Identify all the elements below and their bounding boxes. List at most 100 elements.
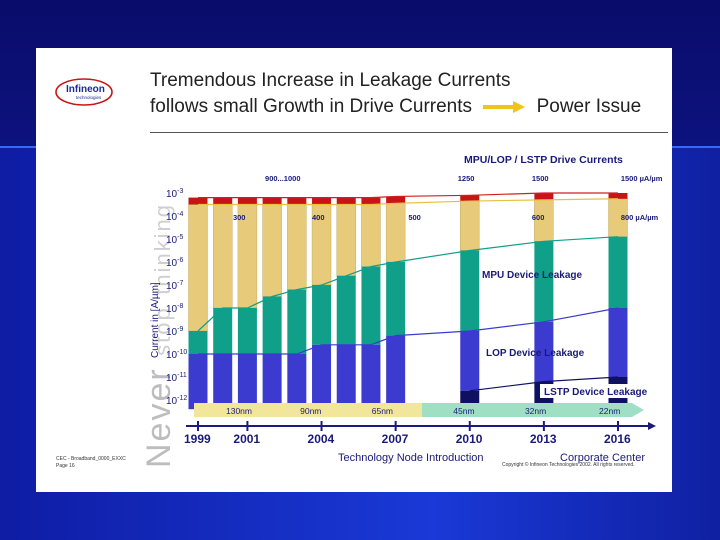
mpu-leakage-bar: [188, 331, 208, 354]
y-tick-label: 10-11: [166, 372, 187, 384]
x-axis-arrow: [648, 422, 656, 430]
mpu-leakage-bar: [237, 308, 257, 354]
x-tick-label: 2001: [233, 432, 260, 446]
mpu-drive-bar: [262, 204, 282, 297]
lop-leakage-label: LOP Device Leakage: [486, 348, 585, 359]
footer-left-line2: Page 16: [56, 463, 75, 469]
chart-title: MPU/LOP / LSTP Drive Currents: [464, 154, 623, 166]
node-label: 130nm: [226, 406, 252, 416]
lop-leakage-bar: [287, 354, 307, 410]
lstp-trend-line: [469, 376, 619, 392]
title-line2-a: follows small Growth in Drive Currents: [150, 96, 473, 117]
mpu-leakage-bar: [361, 266, 381, 345]
node-label: 65nm: [372, 406, 393, 416]
x-tick-label: 2016: [604, 432, 631, 446]
infineon-logo: Infineon technologies: [55, 78, 113, 106]
node-label: 32nm: [525, 406, 546, 416]
drive-current-bar: [262, 197, 282, 205]
mpu-leakage-bar: [386, 262, 406, 336]
drive-annotation: 500: [408, 213, 421, 222]
slide-title: Tremendous Increase in Leakage Currents …: [150, 68, 641, 120]
node-band-yellow: [194, 403, 422, 417]
mpu-leakage-bar: [213, 308, 233, 354]
drive-current-bar: [386, 196, 406, 204]
drive-current-bar: [534, 193, 554, 200]
footer-copyright: Copyright © Infineon Technologies 2002. …: [502, 462, 635, 468]
drive-current-bar: [213, 197, 233, 205]
lop-leakage-bar: [188, 354, 208, 410]
drive-current-bar: [237, 197, 257, 205]
drive-trend-line: [198, 192, 618, 199]
logo-brand: Infineon: [66, 84, 105, 95]
mpu-leakage-bar: [336, 275, 356, 345]
drive-current-bar: [312, 197, 332, 205]
node-label: 90nm: [300, 406, 321, 416]
mpu-leakage-bar: [534, 241, 554, 322]
y-tick-label: 10-8: [166, 303, 183, 315]
drive-current-bar: [188, 197, 208, 205]
lop-leakage-bar: [386, 335, 406, 410]
title-line1: Tremendous Increase in Leakage Currents: [150, 70, 511, 91]
lop-leakage-bar: [312, 344, 332, 410]
x-tick-label: 2013: [530, 432, 557, 446]
y-tick-label: 10-10: [166, 349, 187, 361]
mpu-leakage-label: MPU Device Leakage: [482, 270, 582, 281]
lop-leakage-bar: [336, 344, 356, 410]
y-tick-label: 10-7: [166, 280, 183, 292]
logo-sub: technologies: [76, 95, 102, 100]
x-tick-label: 2004: [308, 432, 335, 446]
mpu-trend-line: [197, 236, 619, 332]
footer-left-line1: CEC - Broadband_0000_EXXC: [56, 456, 126, 462]
mpu-drive-bar: [361, 204, 381, 267]
yellow-arrow-icon: [483, 100, 526, 113]
lop-leakage-bar: [213, 354, 233, 410]
mpu-leakage-bar: [287, 289, 307, 354]
mpu-drive-bar: [385, 203, 406, 263]
node-band-green: [422, 403, 632, 417]
y-tick-label: 10-12: [166, 395, 187, 407]
drive-current-bar: [608, 193, 628, 199]
node-label: 45nm: [453, 406, 474, 416]
lop-leakage-bar: [460, 331, 480, 391]
drive-annotation: 300: [233, 213, 246, 222]
mpu-drive-bar: [287, 204, 307, 290]
mpu-leakage-bar: [608, 236, 628, 308]
drive-current-bar: [336, 197, 356, 205]
mpu-leakage-bar: [262, 296, 282, 354]
lstp-leakage-label: LSTP Device Leakage: [544, 387, 648, 398]
drive-current-bar: [287, 197, 307, 205]
mpu-leakage-bar: [312, 285, 332, 345]
node-label: 22nm: [599, 406, 620, 416]
lstp-drive-trend-line: [198, 198, 619, 206]
lstp-label-bg: [540, 384, 658, 398]
drive-annotation: 400: [312, 213, 325, 222]
drive-annotation: 1500: [532, 174, 549, 183]
mpu-drive-bar: [336, 204, 356, 277]
drive-annotation: 900...1000: [265, 174, 300, 183]
y-tick-label: 10-9: [166, 326, 183, 338]
lop-trend-line: [198, 307, 619, 355]
y-tick-label: 10-5: [166, 234, 183, 246]
x-axis-label: Technology Node Introduction: [338, 452, 484, 464]
title-line2: follows small Growth in Drive Currents P…: [150, 94, 641, 120]
title-rule: [150, 132, 668, 133]
footer-left: CEC - Broadband_0000_EXXC Page 16: [56, 456, 126, 470]
lop-leakage-bar: [262, 354, 282, 410]
y-tick-label: 10-6: [166, 257, 183, 269]
mpu-drive-bar: [213, 204, 233, 309]
corporate-center-label: Corporate Center: [560, 452, 645, 464]
x-tick-label: 2007: [382, 432, 409, 446]
drive-annotation: 1250: [458, 174, 475, 183]
y-tick-label: 10-3: [166, 188, 183, 200]
lop-leakage-bar: [361, 344, 381, 410]
mpu-drive-bar: [188, 204, 208, 332]
mpu-leakage-bar: [460, 250, 480, 331]
x-tick-label: 2010: [456, 432, 483, 446]
drive-current-bar: [361, 197, 381, 205]
mpu-drive-bar: [460, 200, 480, 251]
y-axis-label: Current in [A/µm]: [150, 282, 161, 358]
drive-annotation: 600: [532, 213, 545, 222]
node-band-arrow: [632, 403, 644, 417]
lop-leakage-bar: [534, 321, 554, 382]
drive-annotation: 800 µA/µm: [621, 213, 659, 222]
